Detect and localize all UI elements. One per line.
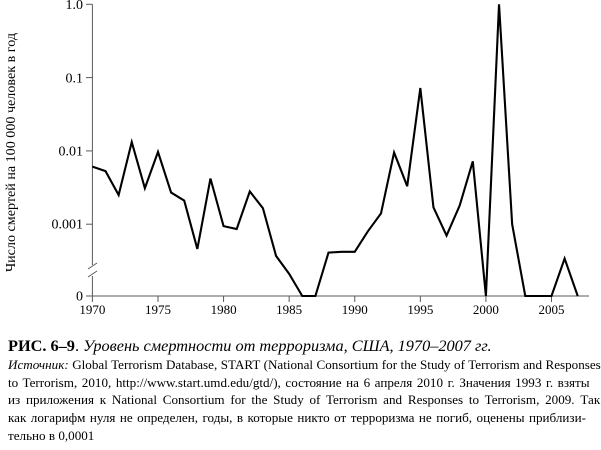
- svg-text:1995: 1995: [407, 302, 433, 317]
- svg-text:Число смертей на 100 000 челов: Число смертей на 100 000 человек в год: [3, 33, 19, 272]
- svg-text:0.1: 0.1: [66, 72, 84, 87]
- svg-text:1975: 1975: [145, 302, 171, 317]
- svg-text:2000: 2000: [473, 302, 499, 317]
- svg-text:0.001: 0.001: [52, 218, 84, 233]
- svg-text:1985: 1985: [276, 302, 302, 317]
- svg-text:1980: 1980: [211, 302, 237, 317]
- svg-text:0.01: 0.01: [59, 145, 84, 160]
- svg-text:1970: 1970: [79, 302, 105, 317]
- svg-text:2005: 2005: [539, 302, 565, 317]
- svg-text:1990: 1990: [342, 302, 368, 317]
- svg-text:1.0: 1.0: [66, 0, 84, 13]
